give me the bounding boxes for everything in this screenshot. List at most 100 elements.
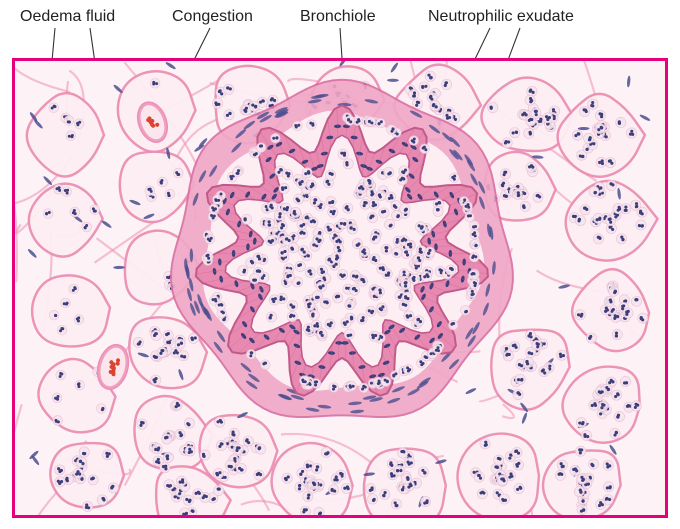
neutrophil (539, 366, 549, 376)
neutrophil (513, 389, 523, 399)
neutrophil (425, 71, 435, 81)
neutrophil (527, 86, 537, 96)
neutrophil (449, 173, 459, 183)
neutrophil (345, 116, 355, 126)
neutrophil (312, 463, 322, 473)
neutrophil (376, 118, 386, 128)
neutrophil (345, 299, 355, 309)
label-neutrophilic: Neutrophilic exudate (428, 8, 574, 26)
neutrophil (96, 404, 106, 414)
neutrophil (180, 508, 190, 515)
label-congestion: Congestion (172, 8, 253, 26)
neutrophil (300, 506, 310, 515)
neutrophil (253, 253, 263, 263)
neutrophil (310, 196, 320, 206)
neutrophil (609, 286, 619, 296)
neutrophil (295, 261, 305, 271)
neutrophil (604, 296, 614, 306)
neutrophil (446, 265, 456, 275)
neutrophil (499, 180, 509, 190)
neutrophil (282, 169, 292, 179)
neutrophil (398, 448, 408, 458)
neutrophil (291, 207, 301, 217)
neutrophil (193, 489, 203, 499)
neutrophil (69, 284, 79, 294)
neutrophil (152, 443, 162, 453)
neutrophil (178, 351, 188, 361)
neutrophil (616, 234, 626, 244)
neutrophil (469, 279, 479, 289)
neutrophil (56, 370, 66, 380)
neutrophil (381, 244, 391, 254)
neutrophil (631, 200, 641, 210)
neutrophil (531, 108, 541, 118)
neutrophil (55, 465, 65, 475)
neutrophil (70, 207, 80, 217)
neutrophil (390, 370, 400, 380)
neutrophil (586, 333, 596, 343)
neutrophil (593, 213, 603, 223)
neutrophil (158, 177, 168, 187)
neutrophil (557, 460, 567, 470)
neutrophil (603, 482, 613, 492)
neutrophil (400, 203, 410, 213)
neutrophil (524, 128, 534, 138)
neutrophil (357, 314, 367, 324)
neutrophil (460, 305, 470, 315)
neutrophil (64, 116, 74, 126)
neutrophil (302, 168, 312, 178)
neutrophil (612, 329, 622, 339)
neutrophil (225, 460, 235, 470)
neutrophil (287, 301, 297, 311)
neutrophil (520, 201, 530, 211)
neutrophil (359, 383, 369, 393)
neutrophil (419, 82, 429, 92)
neutrophil (365, 484, 375, 494)
neutrophil (467, 288, 477, 298)
neutrophil (43, 209, 53, 219)
neutrophil (367, 494, 377, 504)
neutrophil (403, 365, 413, 375)
neutrophil (392, 247, 402, 257)
neutrophil (391, 499, 401, 509)
neutrophil (369, 199, 379, 209)
neutrophil (305, 267, 315, 277)
neutrophil (387, 125, 397, 135)
neutrophil (583, 133, 593, 143)
label-bronchiole: Bronchiole (300, 8, 376, 26)
neutrophil (379, 208, 389, 218)
neutrophil (297, 468, 307, 478)
neutrophil (164, 480, 174, 490)
neutrophil (108, 483, 118, 493)
neutrophil (613, 203, 623, 213)
neutrophil (277, 293, 287, 303)
neutrophil (212, 98, 222, 108)
neutrophil (596, 386, 606, 396)
neutrophil (224, 110, 234, 120)
neutrophil (175, 429, 185, 439)
neutrophil (74, 119, 84, 129)
neutrophil (282, 473, 292, 483)
neutrophil (325, 319, 335, 329)
neutrophil (213, 468, 223, 478)
neutrophil (401, 279, 411, 289)
neutrophil (374, 286, 384, 296)
neutrophil (627, 128, 637, 138)
neutrophil (83, 501, 93, 511)
neutrophil (137, 419, 147, 429)
neutrophil (215, 417, 225, 427)
neutrophil (363, 177, 373, 187)
neutrophil (514, 483, 524, 493)
neutrophil (376, 190, 386, 200)
neutrophil (543, 113, 553, 123)
neutrophil (299, 376, 309, 386)
neutrophil (576, 417, 586, 427)
neutrophil (570, 465, 580, 475)
neutrophil (284, 272, 294, 282)
neutrophil (370, 234, 380, 244)
neutrophil (52, 393, 62, 403)
neutrophil (216, 301, 226, 311)
neutrophil (165, 189, 175, 199)
neutrophil (413, 254, 423, 264)
neutrophil (610, 428, 620, 438)
